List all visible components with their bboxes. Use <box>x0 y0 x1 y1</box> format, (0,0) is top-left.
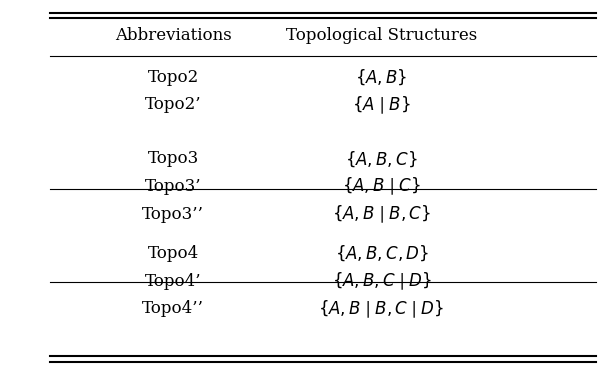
Text: Abbreviations: Abbreviations <box>115 27 232 44</box>
Text: $\{A, B, C, D\}$: $\{A, B, C, D\}$ <box>334 244 429 263</box>
Text: Topo4’: Topo4’ <box>145 273 201 290</box>
Text: $\{A, B \mid B, C \mid D\}$: $\{A, B \mid B, C \mid D\}$ <box>318 298 445 320</box>
Text: Topo4’’: Topo4’’ <box>142 300 204 317</box>
Text: Topo2: Topo2 <box>147 69 199 86</box>
Text: $\{A \mid B\}$: $\{A \mid B\}$ <box>352 94 411 116</box>
Text: $\{A, B \mid B, C\}$: $\{A, B \mid B, C\}$ <box>332 203 431 225</box>
Text: Topological Structures: Topological Structures <box>286 27 477 44</box>
Text: $\{A, B, C\}$: $\{A, B, C\}$ <box>346 149 418 168</box>
Text: $\{A, B, C \mid D\}$: $\{A, B, C \mid D\}$ <box>331 270 432 292</box>
Text: Topo4: Topo4 <box>147 245 199 262</box>
Text: Topo3’’: Topo3’’ <box>142 206 204 223</box>
Text: $\{A, B \mid C\}$: $\{A, B \mid C\}$ <box>342 176 421 197</box>
Text: $\{A, B\}$: $\{A, B\}$ <box>355 68 408 87</box>
Text: Topo2’: Topo2’ <box>145 96 201 113</box>
Text: Topo3’: Topo3’ <box>145 178 201 195</box>
Text: Topo3: Topo3 <box>147 150 199 167</box>
